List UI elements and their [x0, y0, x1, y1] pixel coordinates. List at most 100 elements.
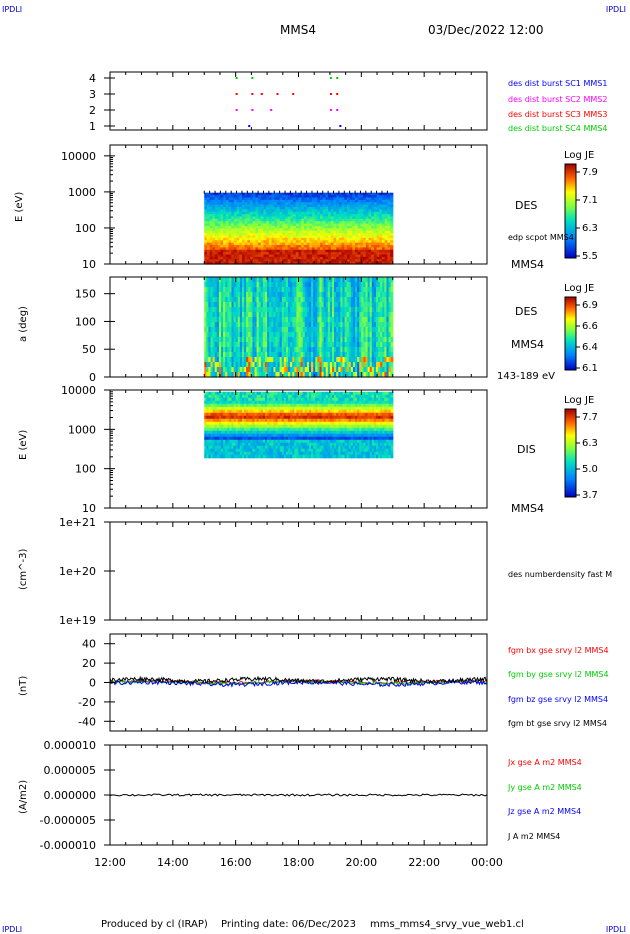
- des-pitch-cell: [342, 307, 346, 313]
- des-energy-cell: [225, 199, 230, 203]
- des-pitch-cell: [231, 292, 235, 298]
- dis-energy-cell: [204, 448, 207, 453]
- des-pitch-cell: [355, 362, 358, 368]
- des-energy-cell: [241, 256, 246, 260]
- dis-energy-cell: [290, 421, 293, 426]
- des-energy-cell: [355, 195, 359, 199]
- des-energy-cell: [328, 233, 332, 237]
- dis-energy-cell: [229, 439, 233, 444]
- des-energy-cell: [357, 244, 362, 248]
- des-energy-cell: [204, 204, 208, 208]
- des-energy-cell: [373, 197, 378, 201]
- dis-energy-cell: [279, 412, 283, 417]
- des-pitch-cell: [210, 302, 214, 308]
- des-pitch-cell: [229, 347, 233, 353]
- des-energy-cell: [290, 218, 294, 222]
- des-energy-cell: [274, 261, 278, 265]
- des-pitch-cell: [275, 342, 279, 348]
- dis-energy-cell: [231, 406, 235, 411]
- des-pitch-cell: [340, 312, 344, 318]
- des-pitch-cell: [235, 317, 239, 323]
- des-pitch-cell: [227, 367, 230, 373]
- des-pitch-cell: [346, 292, 350, 298]
- dis-energy-cell: [283, 412, 287, 417]
- des-pitch-cell: [258, 337, 262, 343]
- des-energy-cell: [250, 244, 254, 248]
- des-energy-cell: [338, 230, 343, 234]
- des-energy-cell: [252, 199, 257, 203]
- des-energy-cell: [225, 247, 230, 251]
- des-pitch-cell: [329, 367, 333, 373]
- des-pitch-cell: [294, 307, 298, 313]
- des-pitch-cell: [306, 287, 310, 293]
- des-pitch-cell: [206, 342, 210, 348]
- des-energy-cell: [357, 259, 362, 263]
- des-pitch-cell: [386, 277, 390, 283]
- des-pitch-cell: [279, 297, 283, 303]
- des-pitch-cell: [212, 307, 216, 313]
- des-pitch-cell: [334, 307, 337, 313]
- dis-energy-cell: [212, 391, 216, 396]
- des-pitch-cell: [367, 322, 371, 328]
- dis-energy-cell: [248, 409, 251, 414]
- dis-energy-cell: [221, 391, 224, 396]
- des-pitch-cell: [237, 277, 241, 283]
- des-energy-cell: [217, 228, 222, 232]
- des-energy-cell: [352, 244, 356, 248]
- des-energy-cell: [373, 244, 378, 248]
- des-energy-cell: [325, 228, 329, 232]
- dis-energy-cell: [283, 397, 287, 402]
- des-pitch-cell: [229, 277, 233, 283]
- dis-energy-cell: [275, 412, 279, 417]
- des-pitch-cell: [363, 352, 367, 358]
- des-energy-cell: [247, 223, 251, 227]
- des-pitch-cell: [246, 362, 249, 368]
- des-energy-cell: [223, 237, 227, 241]
- des-energy-cell: [263, 252, 267, 256]
- dis-energy-cell: [258, 403, 262, 408]
- dis-energy-cell: [241, 436, 245, 441]
- des-energy-cell: [287, 261, 292, 265]
- des-energy-cell: [341, 206, 345, 210]
- des-energy-cell: [311, 261, 316, 265]
- des-pitch-cell: [386, 332, 390, 338]
- dis-energy-cell: [250, 394, 254, 399]
- des-energy-cell: [379, 240, 383, 244]
- des-pitch-cell: [214, 317, 218, 323]
- des-energy-cell: [338, 240, 343, 244]
- des-energy-cell: [263, 221, 267, 225]
- dis-energy-cell: [229, 415, 233, 420]
- des-energy-cell: [311, 242, 316, 246]
- des-pitch-cell: [363, 302, 367, 308]
- des-pitch-cell: [325, 332, 329, 338]
- des-pitch-cell: [382, 367, 385, 373]
- des-pitch-cell: [212, 362, 216, 368]
- des-pitch-cell: [208, 342, 212, 348]
- des-energy-cell: [239, 230, 243, 234]
- des-energy-cell: [206, 209, 211, 213]
- des-energy-cell: [271, 237, 275, 241]
- des-pitch-cell: [267, 347, 270, 353]
- dis-energy-cell: [256, 436, 260, 441]
- des-pitch-cell: [208, 327, 212, 333]
- des-pitch-cell: [254, 312, 258, 318]
- des-pitch-cell: [256, 292, 260, 298]
- dis-energy-cell: [288, 397, 291, 402]
- des-energy-cell: [371, 225, 375, 229]
- dis-energy-cell: [285, 397, 289, 402]
- des-energy-cell: [303, 199, 308, 203]
- des-energy-cell: [236, 259, 240, 263]
- des-energy-cell: [381, 228, 386, 232]
- dis-energy-cell: [233, 397, 237, 402]
- des-energy-cell: [215, 204, 219, 208]
- des-pitch-cell: [357, 292, 360, 298]
- des-energy-cell: [217, 261, 222, 265]
- des-energy-cell: [328, 221, 332, 225]
- des-pitch-cell: [290, 307, 293, 313]
- dis-energy-cell: [241, 454, 245, 459]
- des-energy-cell: [225, 242, 230, 246]
- des-pitch-cell: [285, 362, 289, 368]
- des-energy-cell: [217, 259, 222, 263]
- des-pitch-cell: [244, 292, 247, 298]
- dis-energy-cell: [233, 448, 237, 453]
